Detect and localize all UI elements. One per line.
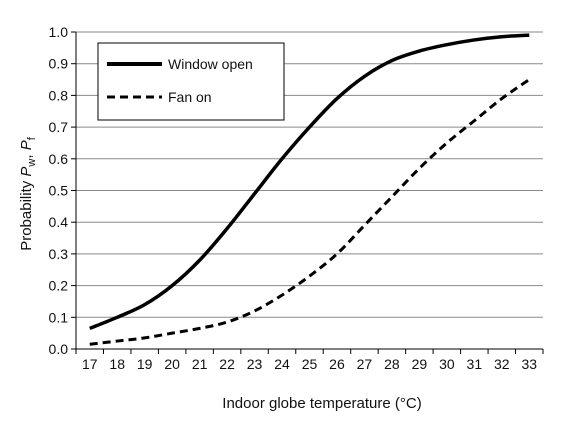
x-tick-label: 33: [521, 356, 537, 372]
x-tick-label: 18: [109, 356, 125, 372]
series-lines: [89, 33, 531, 346]
y-tick-label: 0.2: [49, 278, 69, 294]
x-tick-label: 25: [302, 356, 318, 372]
y-axis-title-p2: P: [18, 140, 35, 150]
y-axis-title-sub1: w: [26, 159, 38, 168]
y-tick-label: 0.4: [49, 214, 69, 230]
legend-box: [97, 42, 285, 121]
x-tick-label: 30: [439, 356, 455, 372]
y-tick-label: 0.3: [49, 246, 69, 262]
x-tick-label: 31: [467, 356, 483, 372]
x-tick-label: 27: [357, 356, 373, 372]
x-tick-label: 32: [494, 356, 510, 372]
series-line-fan-on: [89, 78, 531, 346]
y-tick-label: 0.7: [49, 119, 69, 135]
x-tick-label: 21: [192, 356, 208, 372]
y-tick-label: 0.9: [49, 56, 69, 72]
x-tick-label: 19: [137, 356, 153, 372]
y-tick-label: 0.1: [49, 309, 69, 325]
x-tick-label: 20: [164, 356, 180, 372]
x-tick-label: 28: [384, 356, 400, 372]
y-tick-label: 0.5: [49, 183, 69, 199]
grid-lines: [76, 31, 543, 318]
y-tick-label: 0.0: [49, 341, 69, 357]
x-tick-label: 24: [274, 356, 290, 372]
y-tick-label: 1.0: [49, 24, 69, 40]
y-axis-title-prefix: Probability: [18, 177, 35, 251]
y-axis-title-sep: ,: [18, 150, 35, 158]
x-tick-label: 29: [412, 356, 428, 372]
x-axis-title: Indoor globe temperature (°C): [222, 395, 421, 412]
x-tick-label: 17: [82, 356, 98, 372]
x-tick-label: 23: [247, 356, 263, 372]
legend-label-fan-on: Fan on: [168, 89, 212, 105]
x-tick-label: 26: [329, 356, 345, 372]
y-axis-title: Probability Pw, Pf: [18, 136, 38, 251]
y-tick-label: 0.8: [49, 87, 69, 103]
axes: [71, 31, 544, 354]
x-tick-label: 22: [219, 356, 235, 372]
x-tick-labels: 17 18 19 20 21 22 23 24 25 26 27 28 29 30 31 32 33: [82, 356, 537, 372]
legend-label-window-open: Window open: [168, 56, 253, 72]
y-tick-labels: 0.0 0.1 0.2 0.3 0.4 0.5 0.6 0.7 0.8 0.9 1.0: [49, 24, 69, 357]
y-axis-title-sub2: f: [26, 136, 38, 140]
legend: Window open Fan on: [97, 42, 285, 121]
series-line-window-open: [89, 33, 530, 331]
y-tick-label: 0.6: [49, 151, 69, 167]
y-axis-title-p1: P: [18, 167, 35, 177]
